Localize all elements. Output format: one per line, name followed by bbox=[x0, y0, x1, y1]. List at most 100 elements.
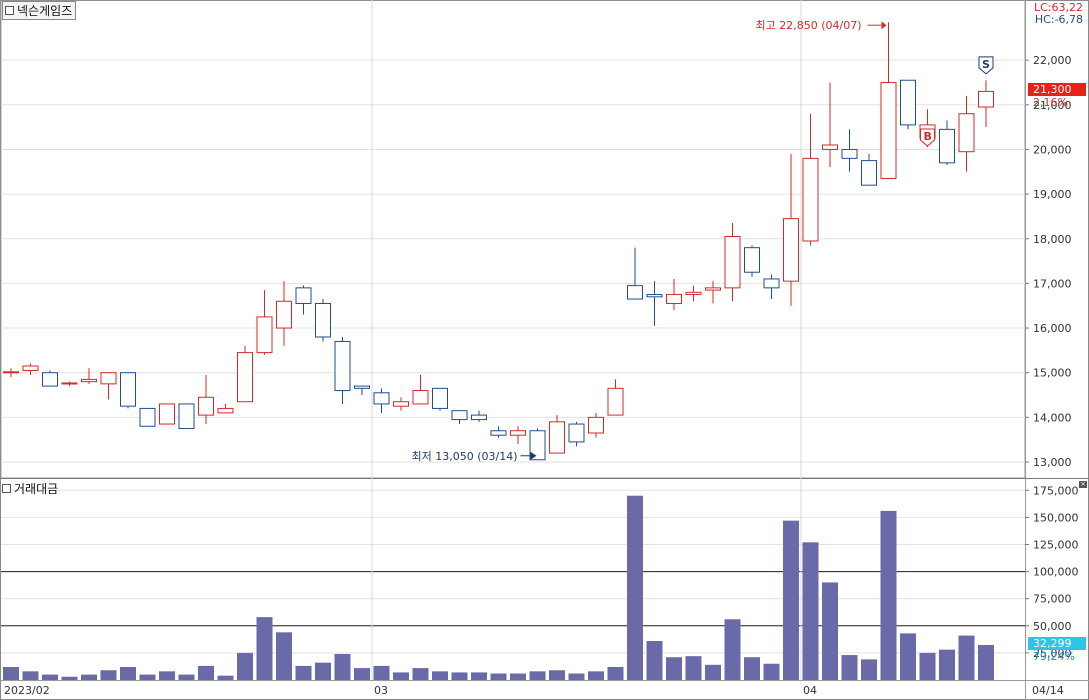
candle-body bbox=[900, 79, 916, 126]
candle-body bbox=[822, 144, 838, 150]
volume-bar bbox=[295, 665, 312, 680]
volume-tick-label: 75,000 bbox=[1033, 593, 1072, 606]
volume-bar bbox=[705, 664, 721, 680]
candle-body bbox=[217, 407, 234, 414]
volume-bar bbox=[549, 670, 565, 680]
candle-body bbox=[100, 372, 117, 385]
volume-bar bbox=[315, 662, 331, 680]
price-tick-label: 18,000 bbox=[1033, 233, 1072, 246]
volume-bar bbox=[139, 674, 156, 680]
panel-toggle-icon[interactable] bbox=[2, 484, 11, 493]
volume-bar bbox=[42, 674, 58, 680]
volume-bar bbox=[120, 666, 136, 680]
candle-body bbox=[22, 365, 39, 371]
buy-signal-marker bbox=[920, 128, 935, 147]
candle-body bbox=[529, 430, 546, 461]
volume-bar bbox=[100, 670, 117, 680]
hc-value: HC:-6,78 bbox=[1034, 13, 1083, 26]
sell-signal-label: S bbox=[982, 58, 990, 71]
candle-body bbox=[744, 247, 760, 273]
candle-body bbox=[471, 414, 487, 421]
candle-body bbox=[802, 157, 819, 242]
price-tick-label: 14,000 bbox=[1033, 411, 1072, 424]
volume-tick-label: 150,000 bbox=[1033, 511, 1079, 524]
panel-toggle-icon[interactable] bbox=[5, 6, 14, 15]
candle-body bbox=[393, 401, 409, 407]
candle-body bbox=[646, 294, 663, 298]
volume-bar bbox=[607, 666, 624, 680]
volume-bar bbox=[685, 656, 702, 680]
date-axis-label: 04/14 bbox=[1032, 684, 1064, 697]
volume-bar bbox=[217, 675, 234, 680]
candle-body bbox=[685, 291, 702, 296]
lc-value: LC:63,22 bbox=[1033, 1, 1083, 14]
price-tick-label: 17,000 bbox=[1033, 277, 1072, 290]
high-annotation: 최고 22,850 (04/07) bbox=[756, 19, 862, 32]
candle-body bbox=[588, 416, 604, 434]
candle-body bbox=[549, 421, 565, 454]
volume-bar bbox=[354, 668, 370, 680]
volume-bar bbox=[802, 542, 819, 680]
candle-body bbox=[724, 236, 741, 289]
volume-bar bbox=[783, 520, 799, 680]
volume-bar bbox=[237, 652, 253, 680]
buy-signal-label: B bbox=[924, 130, 932, 143]
volume-bar bbox=[471, 672, 487, 680]
panel-close-icon[interactable]: × bbox=[1079, 480, 1087, 488]
candle-body bbox=[666, 294, 682, 304]
volume-bar bbox=[3, 666, 19, 680]
date-axis-label: 03 bbox=[374, 684, 388, 697]
stock-name: 넥슨게임즈 bbox=[17, 4, 73, 18]
candle-body bbox=[120, 372, 136, 407]
volume-panel-title[interactable]: 거래대금 bbox=[2, 480, 58, 497]
candle-body bbox=[783, 218, 799, 282]
candle-body bbox=[763, 278, 780, 289]
candle-body bbox=[705, 287, 721, 291]
candle-body bbox=[841, 148, 858, 159]
candle-body bbox=[276, 300, 292, 329]
candle-body bbox=[295, 287, 312, 304]
volume-bar bbox=[646, 640, 663, 680]
volume-bar bbox=[627, 495, 643, 680]
volume-bar bbox=[939, 649, 955, 680]
volume-bar bbox=[451, 672, 468, 680]
volume-bar bbox=[334, 653, 351, 680]
price-tick-label: 15,000 bbox=[1033, 367, 1072, 380]
price-tick-label: 13,000 bbox=[1033, 456, 1072, 469]
volume-tick-label: 175,000 bbox=[1033, 484, 1079, 497]
candle-body bbox=[627, 285, 643, 300]
candle-body bbox=[139, 407, 156, 427]
candle-body bbox=[61, 382, 78, 385]
candle-body bbox=[373, 392, 390, 405]
volume-bar bbox=[490, 673, 507, 680]
volume-bar bbox=[880, 510, 897, 680]
candle-body bbox=[42, 372, 58, 387]
price-tick-label: 22,000 bbox=[1033, 54, 1072, 67]
volume-bar bbox=[568, 673, 585, 680]
price-tick-label: 21,000 bbox=[1033, 99, 1072, 112]
volume-bar bbox=[276, 632, 292, 680]
price-tick-label: 20,000 bbox=[1033, 143, 1072, 156]
stock-name-label[interactable]: 넥슨게임즈 bbox=[2, 1, 77, 20]
volume-bar bbox=[744, 657, 760, 680]
volume-bar bbox=[412, 668, 429, 680]
price-tick-label: 16,000 bbox=[1033, 322, 1072, 335]
volume-bar bbox=[919, 652, 936, 680]
volume-bar bbox=[178, 674, 195, 680]
candle-body bbox=[81, 378, 97, 383]
candle-body bbox=[178, 403, 195, 430]
candle-body bbox=[451, 410, 468, 421]
volume-bar bbox=[822, 582, 838, 680]
volume-tick-label: 125,000 bbox=[1033, 539, 1079, 552]
volume-bar bbox=[666, 657, 682, 680]
low-arrow-head bbox=[530, 451, 537, 460]
volume-bar bbox=[159, 671, 175, 680]
candle-body bbox=[607, 387, 624, 416]
volume-tick-label: 25,000 bbox=[1033, 647, 1072, 660]
volume-bar bbox=[841, 655, 858, 680]
volume-bar bbox=[198, 665, 214, 680]
price-tick-label: 19,000 bbox=[1033, 188, 1072, 201]
candle-body bbox=[237, 352, 253, 403]
